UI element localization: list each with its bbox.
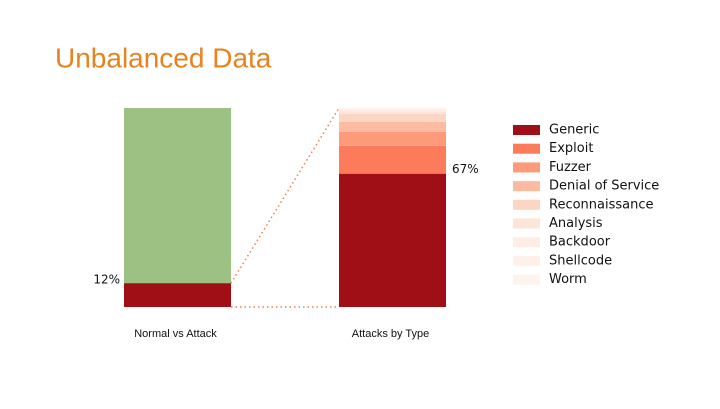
legend-label: Exploit [549,141,593,156]
bar-segment [124,283,231,307]
legend-swatch [513,255,540,266]
legend-swatch [513,143,540,154]
bar-segment [339,108,446,110]
legend-swatch [513,162,540,173]
legend-label: Fuzzer [549,160,592,175]
legend-swatch [513,125,540,135]
legend-label: Worm [549,272,587,287]
x-axis-label: Normal vs Attack [134,328,217,340]
legend-label: Shellcode [549,253,612,268]
legend-label: Analysis [549,216,603,231]
bar-segment [339,173,446,307]
bar-segment [339,121,446,132]
legend-label: Reconnaissance [549,197,654,212]
legend-swatch [513,199,540,210]
bar-segment [339,109,446,112]
value-label: 67% [452,162,479,176]
value-label: 12% [93,273,120,287]
legend-swatch [513,218,540,229]
legend-label: Generic [549,123,599,138]
bar-segment [339,108,446,109]
legend-swatch [513,181,540,192]
bar-segment [339,111,446,114]
bar-segment [339,131,446,146]
legend-swatch [513,237,540,248]
bar-segment [124,108,231,284]
bar-segment [339,145,446,174]
x-axis-label: Attacks by Type [352,328,429,340]
slide-title: Unbalanced Data [55,42,272,73]
legend-label: Backdoor [549,235,611,250]
legend-swatch [513,274,540,285]
legend-label: Denial of Service [549,179,659,194]
zoom-connector [230,107,340,284]
bar-segment [339,113,446,122]
